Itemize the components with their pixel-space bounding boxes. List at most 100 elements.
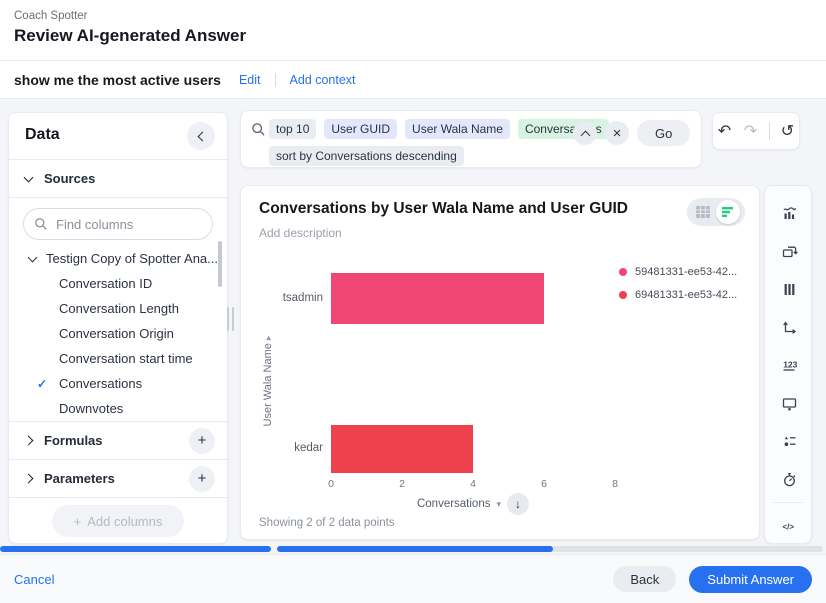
chart-view-icon[interactable] [716, 200, 740, 224]
chevron-down-icon [27, 252, 38, 262]
category-label: kedar [294, 442, 323, 454]
query-row: show me the most active users Edit Add c… [0, 60, 826, 99]
chevron-up-icon [580, 130, 590, 140]
sources-label: Sources [44, 171, 96, 186]
divider [9, 159, 227, 160]
query-token-keyword[interactable]: sort by Conversations descending [269, 146, 464, 166]
column-item[interactable]: Downvotes [9, 396, 227, 421]
add-description-placeholder[interactable]: Add description [259, 226, 342, 240]
divider [9, 459, 227, 460]
legend-dot-icon [619, 267, 627, 276]
column-item[interactable]: Conversation start time [9, 346, 227, 371]
parameters-section-header[interactable]: Parameters + [9, 460, 227, 497]
token-rows: top 10 User GUID User Wala Name Conversatio… [269, 119, 609, 173]
panel-resize-handle[interactable] [227, 307, 235, 331]
chevron-right-icon [23, 473, 34, 484]
main-area: Data Sources Testign Copy of Spotter An [0, 99, 826, 554]
back-button[interactable]: Back [613, 566, 677, 592]
column-label: Conversation Length [59, 301, 179, 316]
formulas-section-header[interactable]: Formulas + [9, 422, 227, 459]
undo-icon[interactable]: ↶ [714, 121, 736, 141]
add-formula-button[interactable]: + [189, 427, 215, 454]
columns-icon[interactable] [765, 270, 813, 308]
add-parameter-button[interactable]: + [189, 465, 215, 492]
svg-text:123: 123 [783, 359, 797, 369]
column-label: Conversation ID [59, 276, 153, 291]
data-panel-title: Data [25, 126, 60, 143]
column-item[interactable]: ✓ Conversations [9, 371, 227, 396]
sort-descending-button[interactable]: ↓ [507, 493, 530, 515]
legend-dot-icon [619, 290, 627, 299]
divider [768, 122, 770, 140]
table-view-icon[interactable] [689, 200, 716, 224]
query-token-attribute[interactable]: User GUID [324, 119, 398, 139]
chart-type-icon[interactable] [765, 194, 813, 232]
bar-kedar[interactable] [331, 425, 473, 473]
search-icon [252, 123, 265, 136]
bar-tsadmin[interactable] [331, 273, 544, 324]
query-token-attribute[interactable]: User Wala Name [405, 119, 510, 139]
legend-style-icon[interactable] [765, 422, 813, 460]
column-item[interactable]: Conversation Length [9, 296, 227, 321]
history-controls: ↶ ↷ ↺ [712, 112, 800, 150]
divider [773, 502, 803, 503]
chevron-right-icon [23, 435, 34, 446]
edit-query-link[interactable]: Edit [238, 72, 261, 87]
app-name: Coach Spotter [14, 10, 88, 22]
query-text: show me the most active users [14, 71, 221, 88]
timer-icon[interactable] [765, 460, 813, 498]
query-token-bar: top 10 User GUID User Wala Name Conversatio… [240, 110, 702, 168]
parameters-label: Parameters [44, 471, 115, 486]
source-root-item[interactable]: Testign Copy of Spotter Ana... [9, 246, 227, 271]
clear-search-button[interactable]: × [605, 121, 629, 145]
column-label: Conversation Origin [59, 326, 174, 341]
code-icon[interactable]: </> [765, 507, 813, 545]
legend-label: 69481331-ee53-42... [635, 288, 738, 301]
column-item[interactable]: Conversation ID [9, 271, 227, 296]
swap-axes-icon[interactable] [765, 308, 813, 346]
sources-section-header[interactable]: Sources [9, 160, 227, 197]
legend-item[interactable]: 59481331-ee53-42... [619, 260, 737, 283]
reset-icon[interactable]: ↺ [777, 121, 799, 141]
add-context-link[interactable]: Add context [289, 72, 356, 87]
legend-label: 59481331-ee53-42... [635, 265, 738, 278]
caret-icon: ▸ [263, 335, 273, 341]
collapse-panel-button[interactable] [187, 122, 215, 150]
find-columns-input[interactable] [56, 216, 202, 232]
redo-icon[interactable]: ↷ [740, 121, 762, 141]
x-axis-label[interactable]: Conversations [416, 498, 491, 510]
column-item[interactable]: Conversation Origin [9, 321, 227, 346]
sidebar-scrollbar[interactable] [218, 241, 222, 287]
sidebar-horizontal-scrollbar[interactable] [0, 546, 271, 552]
y-axis-label[interactable]: User Wala Name ▸ [262, 335, 274, 427]
collapse-search-button[interactable] [573, 121, 597, 145]
plus-icon: + [73, 513, 82, 529]
view-toggle[interactable] [687, 198, 745, 226]
legend-item[interactable]: 69481331-ee53-42... [619, 283, 737, 306]
columns-tree: Testign Copy of Spotter Ana... Conversat… [9, 244, 227, 421]
main-horizontal-scrollbar[interactable] [277, 546, 823, 552]
column-label: Downvotes [59, 401, 124, 416]
find-columns-search[interactable] [23, 208, 213, 240]
page-header: Coach Spotter Review AI-generated Answer [0, 0, 826, 60]
data-panel: Data Sources Testign Copy of Spotter An [8, 112, 228, 544]
divider [9, 421, 227, 422]
chart-legend: 59481331-ee53-42... 69481331-ee53-42... [619, 260, 737, 306]
query-token-keyword[interactable]: top 10 [269, 119, 317, 139]
scrollbar-thumb[interactable] [277, 546, 553, 552]
search-icon [35, 218, 47, 230]
number-format-icon[interactable]: 123 [765, 346, 813, 384]
cancel-link[interactable]: Cancel [14, 571, 55, 587]
go-button[interactable]: Go [637, 120, 691, 146]
formulas-label: Formulas [44, 433, 103, 448]
x-axis-tick: 6 [541, 478, 547, 490]
add-columns-button[interactable]: + Add columns [51, 505, 185, 537]
chart-config-toolbar: 123 </> [764, 185, 812, 544]
footer-bar: Cancel Back Submit Answer [0, 554, 826, 603]
check-icon: ✓ [37, 376, 48, 391]
source-name: Testign Copy of Spotter Ana... [46, 251, 218, 266]
category-label: tsadmin [282, 291, 323, 304]
submit-answer-button[interactable]: Submit Answer [689, 565, 812, 593]
display-icon[interactable] [765, 384, 813, 422]
rerun-icon[interactable] [765, 232, 813, 270]
